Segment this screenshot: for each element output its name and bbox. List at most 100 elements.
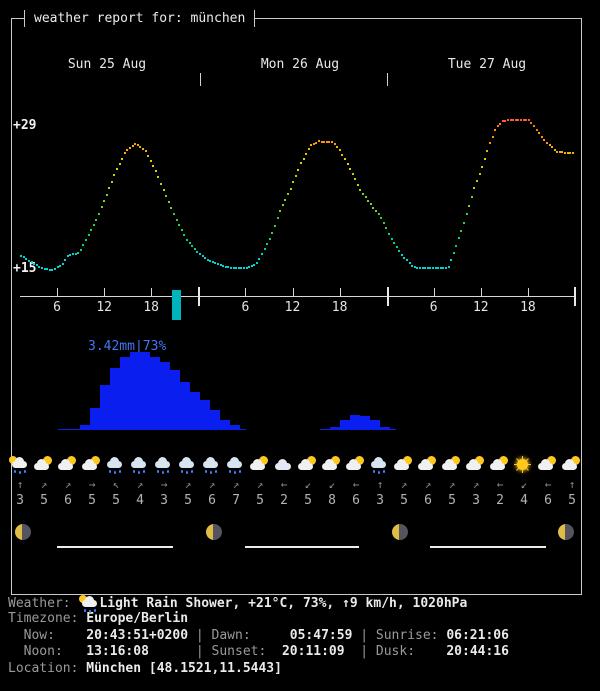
temp-dot	[149, 160, 152, 162]
temp-dot	[341, 153, 344, 156]
temp-dot	[232, 266, 235, 269]
temp-dot	[224, 265, 227, 268]
temp-dot	[375, 209, 377, 212]
status-label: Location:	[8, 660, 87, 676]
temp-dot	[240, 267, 243, 269]
moon-phase-icon	[392, 524, 408, 540]
temp-dot	[416, 267, 419, 269]
status-value: Europe/Berlin	[86, 611, 189, 627]
cloud-shape	[179, 457, 194, 468]
temp-dot	[206, 258, 209, 261]
day-boundary-tick	[574, 287, 576, 306]
weather-icon-cell	[224, 456, 248, 474]
temp-dot	[48, 268, 51, 271]
weather-icon-cell	[152, 456, 176, 474]
partly-icon	[560, 456, 584, 474]
temp-dot	[444, 267, 447, 269]
rain-drop	[215, 470, 217, 473]
partly-icon	[464, 456, 488, 474]
temp-dot	[343, 158, 346, 161]
partly-icon	[344, 456, 368, 474]
day-header-tue: Tue 27 Aug	[447, 57, 527, 72]
temp-dot	[191, 244, 194, 247]
rain-drop	[94, 609, 97, 612]
temp-dot	[204, 257, 207, 260]
precip-bar	[110, 368, 120, 429]
cloud-shape	[442, 459, 457, 470]
temp-dot	[426, 267, 429, 269]
weather-icon-cell	[368, 456, 392, 474]
cloud-shape	[298, 459, 313, 470]
temp-dot	[121, 157, 124, 160]
rain-icon	[104, 456, 128, 474]
wind-speed: 6	[64, 493, 72, 508]
temp-dot	[22, 256, 25, 259]
temp-dot	[266, 243, 269, 246]
temp-dot	[566, 151, 569, 154]
wind-speed: 7	[232, 493, 240, 508]
temp-dot	[178, 223, 181, 226]
rain-drop	[89, 610, 92, 613]
moon-phase-icon	[15, 524, 31, 540]
temp-dot	[289, 187, 292, 190]
temp-dot	[198, 252, 201, 255]
partly-icon	[80, 456, 104, 474]
status-line: Weather: Light Rain Shower, +21°C, 73%, …	[8, 595, 509, 613]
status-line: Now: 20:43:51+0200 | Dawn: 05:47:59 | Su…	[8, 628, 509, 644]
temp-dot	[214, 261, 217, 264]
temp-dot	[325, 140, 328, 143]
cloud-shape	[250, 459, 265, 470]
temp-dot	[258, 257, 261, 260]
temp-dot	[84, 239, 87, 242]
temp-dot	[532, 125, 535, 128]
temp-dot	[294, 174, 297, 177]
hour-tick	[480, 288, 482, 296]
precipitation-peak-label: 3.42mm|73%	[88, 339, 167, 354]
rain-icon	[224, 456, 248, 474]
wind-speed: 5	[256, 493, 264, 508]
cloud-shape	[562, 459, 577, 470]
temp-dot	[470, 196, 473, 198]
temp-dot	[328, 141, 331, 144]
temp-dot	[38, 266, 41, 268]
rain-drop	[373, 470, 375, 473]
temp-dot	[525, 118, 528, 121]
status-line: Timezone: Europe/Berlin	[8, 611, 509, 627]
cloud-shape	[346, 459, 361, 470]
precip-bar	[380, 427, 390, 429]
hour-tick	[433, 288, 435, 296]
status-value: 13:16:08	[86, 644, 149, 660]
temp-dot	[351, 172, 354, 175]
sun-disc	[331, 456, 340, 465]
cloud-shape	[371, 457, 386, 468]
temp-dot	[323, 140, 326, 143]
temp-dot	[97, 212, 100, 215]
status-value: München [48.1521,11.5443]	[86, 660, 282, 676]
cloud-shape	[418, 459, 433, 470]
temp-dot	[545, 141, 548, 144]
rain-icon	[368, 456, 392, 474]
hour-tick	[104, 288, 106, 296]
temp-dot	[434, 267, 437, 269]
rain-drop	[167, 470, 169, 473]
temp-dot	[548, 144, 551, 147]
cloud-shape	[275, 459, 291, 470]
wind-speed: 6	[208, 493, 216, 508]
day-header-mon: Mon 26 Aug	[260, 57, 340, 72]
temp-dot	[292, 181, 295, 184]
precip-bar	[120, 357, 130, 429]
cloud-shape	[538, 459, 553, 470]
status-label: | Dusk:	[344, 644, 447, 660]
status-line: Noon: 13:16:08 | Sunset: 20:11:09 | Dusk…	[8, 644, 509, 660]
temp-dot	[364, 196, 367, 199]
wind-speed: 2	[496, 493, 504, 508]
partly-icon	[536, 456, 560, 474]
temp-dot	[33, 262, 36, 265]
rain-drop	[191, 470, 193, 473]
temp-dot	[281, 203, 284, 206]
temp-dot	[103, 200, 106, 202]
rain-drop	[109, 470, 111, 473]
temp-dot	[59, 265, 61, 268]
hour-tick	[527, 288, 529, 296]
